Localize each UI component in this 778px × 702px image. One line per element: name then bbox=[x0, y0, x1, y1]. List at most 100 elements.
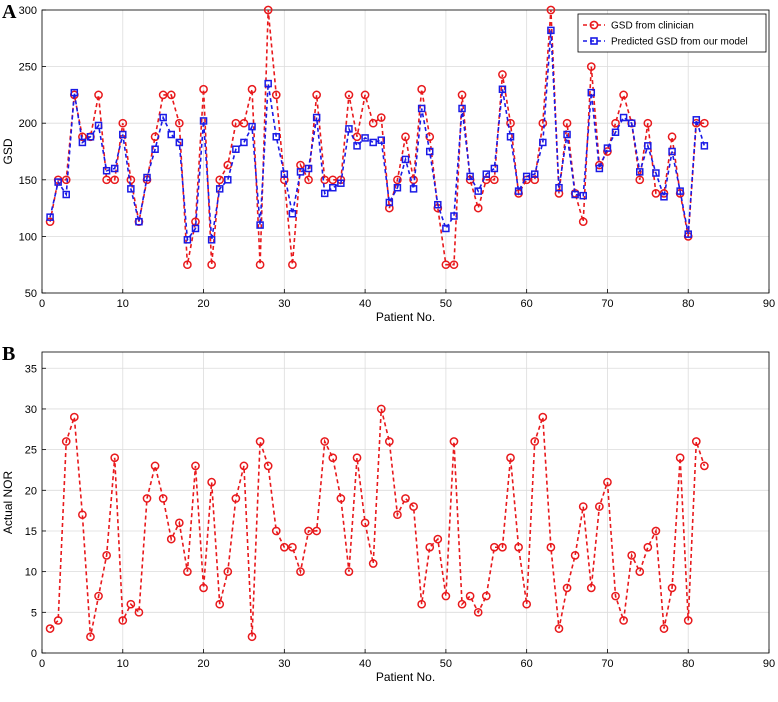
data-point-clinician bbox=[288, 260, 297, 270]
data-point-predicted bbox=[409, 185, 418, 193]
data-point-predicted bbox=[54, 178, 62, 186]
data-point-nor bbox=[490, 542, 499, 552]
data-point-nor bbox=[667, 583, 677, 593]
data-point-nor bbox=[465, 591, 475, 601]
data-point-predicted bbox=[167, 130, 175, 139]
data-point-predicted bbox=[215, 185, 224, 193]
data-point-clinician bbox=[586, 62, 596, 71]
data-point-clinician bbox=[635, 175, 645, 185]
panel-b-y-tick-label: 10 bbox=[25, 567, 37, 579]
data-point-nor bbox=[546, 542, 556, 552]
data-point-predicted bbox=[94, 121, 103, 130]
data-point-clinician bbox=[611, 118, 620, 128]
data-point-predicted bbox=[143, 173, 151, 182]
data-point-clinician bbox=[393, 175, 402, 185]
panel-a-y-tick-label: 250 bbox=[19, 62, 37, 74]
data-point-nor bbox=[691, 437, 701, 446]
data-point-nor bbox=[304, 526, 313, 536]
data-point-clinician bbox=[45, 217, 55, 227]
data-point-predicted bbox=[563, 130, 571, 139]
data-point-nor bbox=[441, 591, 451, 601]
data-point-predicted bbox=[135, 217, 143, 226]
data-point-clinician bbox=[110, 175, 120, 185]
data-point-predicted bbox=[603, 144, 612, 152]
panel-b-x-tick-label: 40 bbox=[359, 658, 371, 670]
data-point-predicted bbox=[401, 155, 410, 164]
data-point-predicted bbox=[240, 138, 248, 147]
data-point-nor bbox=[142, 494, 152, 503]
data-point-nor bbox=[651, 526, 661, 536]
data-point-clinician bbox=[231, 118, 241, 128]
legend-entry-predicted: Predicted GSD from our model bbox=[583, 37, 748, 48]
panel-b-x-tick-label: 50 bbox=[440, 658, 452, 670]
data-point-nor bbox=[570, 551, 580, 560]
data-point-clinician bbox=[239, 118, 249, 128]
data-point-predicted bbox=[159, 113, 167, 122]
data-point-predicted bbox=[320, 189, 329, 198]
data-point-predicted bbox=[393, 183, 402, 192]
data-point-nor bbox=[255, 437, 265, 446]
data-point-nor bbox=[134, 607, 144, 617]
data-point-clinician bbox=[473, 203, 483, 213]
data-point-nor bbox=[675, 453, 685, 463]
data-point-clinician bbox=[578, 217, 588, 227]
data-point-predicted bbox=[256, 221, 264, 229]
data-point-clinician bbox=[263, 5, 273, 15]
data-point-clinician bbox=[271, 90, 281, 100]
data-point-nor bbox=[683, 616, 693, 625]
panel-b-x-tick-label: 70 bbox=[601, 658, 613, 670]
data-point-nor bbox=[425, 542, 435, 552]
data-point-predicted bbox=[466, 172, 474, 181]
panel-a-x-tick-label: 40 bbox=[359, 298, 371, 310]
data-point-clinician bbox=[457, 90, 467, 100]
data-point-clinician bbox=[384, 203, 394, 213]
data-point-predicted bbox=[361, 134, 369, 142]
panel-b-x-tick-label: 10 bbox=[117, 658, 129, 670]
panel-b-x-tick-label: 0 bbox=[39, 658, 45, 670]
legend-marker-circle bbox=[589, 20, 599, 30]
data-point-predicted bbox=[272, 133, 281, 141]
data-point-predicted bbox=[102, 166, 111, 175]
data-point-predicted bbox=[490, 164, 499, 173]
data-point-predicted bbox=[595, 164, 604, 173]
panel-a-x-tick-label: 60 bbox=[521, 298, 533, 310]
panel-b-axes-box bbox=[41, 351, 770, 654]
data-point-clinician bbox=[546, 5, 556, 15]
data-point-nor bbox=[344, 567, 354, 576]
legend-label-clinician: GSD from clinician bbox=[611, 21, 694, 32]
data-point-clinician bbox=[651, 189, 661, 198]
data-point-predicted bbox=[684, 230, 692, 238]
data-point-predicted bbox=[183, 236, 192, 244]
data-point-clinician bbox=[312, 90, 321, 100]
legend-entry-clinician: GSD from clinician bbox=[583, 21, 694, 32]
data-point-nor bbox=[102, 551, 111, 560]
data-point-nor bbox=[530, 437, 540, 446]
data-point-predicted bbox=[70, 88, 79, 97]
data-point-nor bbox=[247, 632, 257, 642]
panel-a-legend: GSD from clinician Predicted GSD from ou… bbox=[577, 13, 767, 53]
data-point-clinician bbox=[247, 84, 257, 94]
data-point-nor bbox=[110, 453, 120, 463]
data-point-predicted bbox=[579, 191, 587, 200]
panel-a-letter: A bbox=[2, 1, 17, 23]
data-point-nor bbox=[409, 502, 418, 511]
data-point-nor bbox=[279, 542, 289, 552]
panel-a-y-tick-label: 300 bbox=[19, 5, 37, 17]
data-point-predicted bbox=[498, 85, 507, 93]
data-point-clinician bbox=[562, 118, 572, 128]
panel-a-y-tick-label: 200 bbox=[19, 118, 37, 130]
panel-b-x-tick-label: 80 bbox=[682, 658, 694, 670]
data-point-predicted bbox=[442, 224, 450, 233]
panel-a-x-tick-label: 0 bbox=[39, 298, 45, 310]
data-point-nor bbox=[320, 437, 330, 446]
data-point-predicted bbox=[46, 213, 54, 221]
data-point-nor bbox=[78, 510, 87, 520]
data-point-nor bbox=[578, 502, 588, 511]
data-point-clinician bbox=[490, 175, 499, 185]
data-point-nor bbox=[393, 510, 402, 520]
data-point-nor bbox=[215, 599, 225, 609]
data-point-nor bbox=[473, 607, 483, 617]
data-point-clinician bbox=[183, 260, 192, 270]
data-point-clinician bbox=[530, 175, 540, 185]
data-point-nor bbox=[296, 567, 305, 576]
